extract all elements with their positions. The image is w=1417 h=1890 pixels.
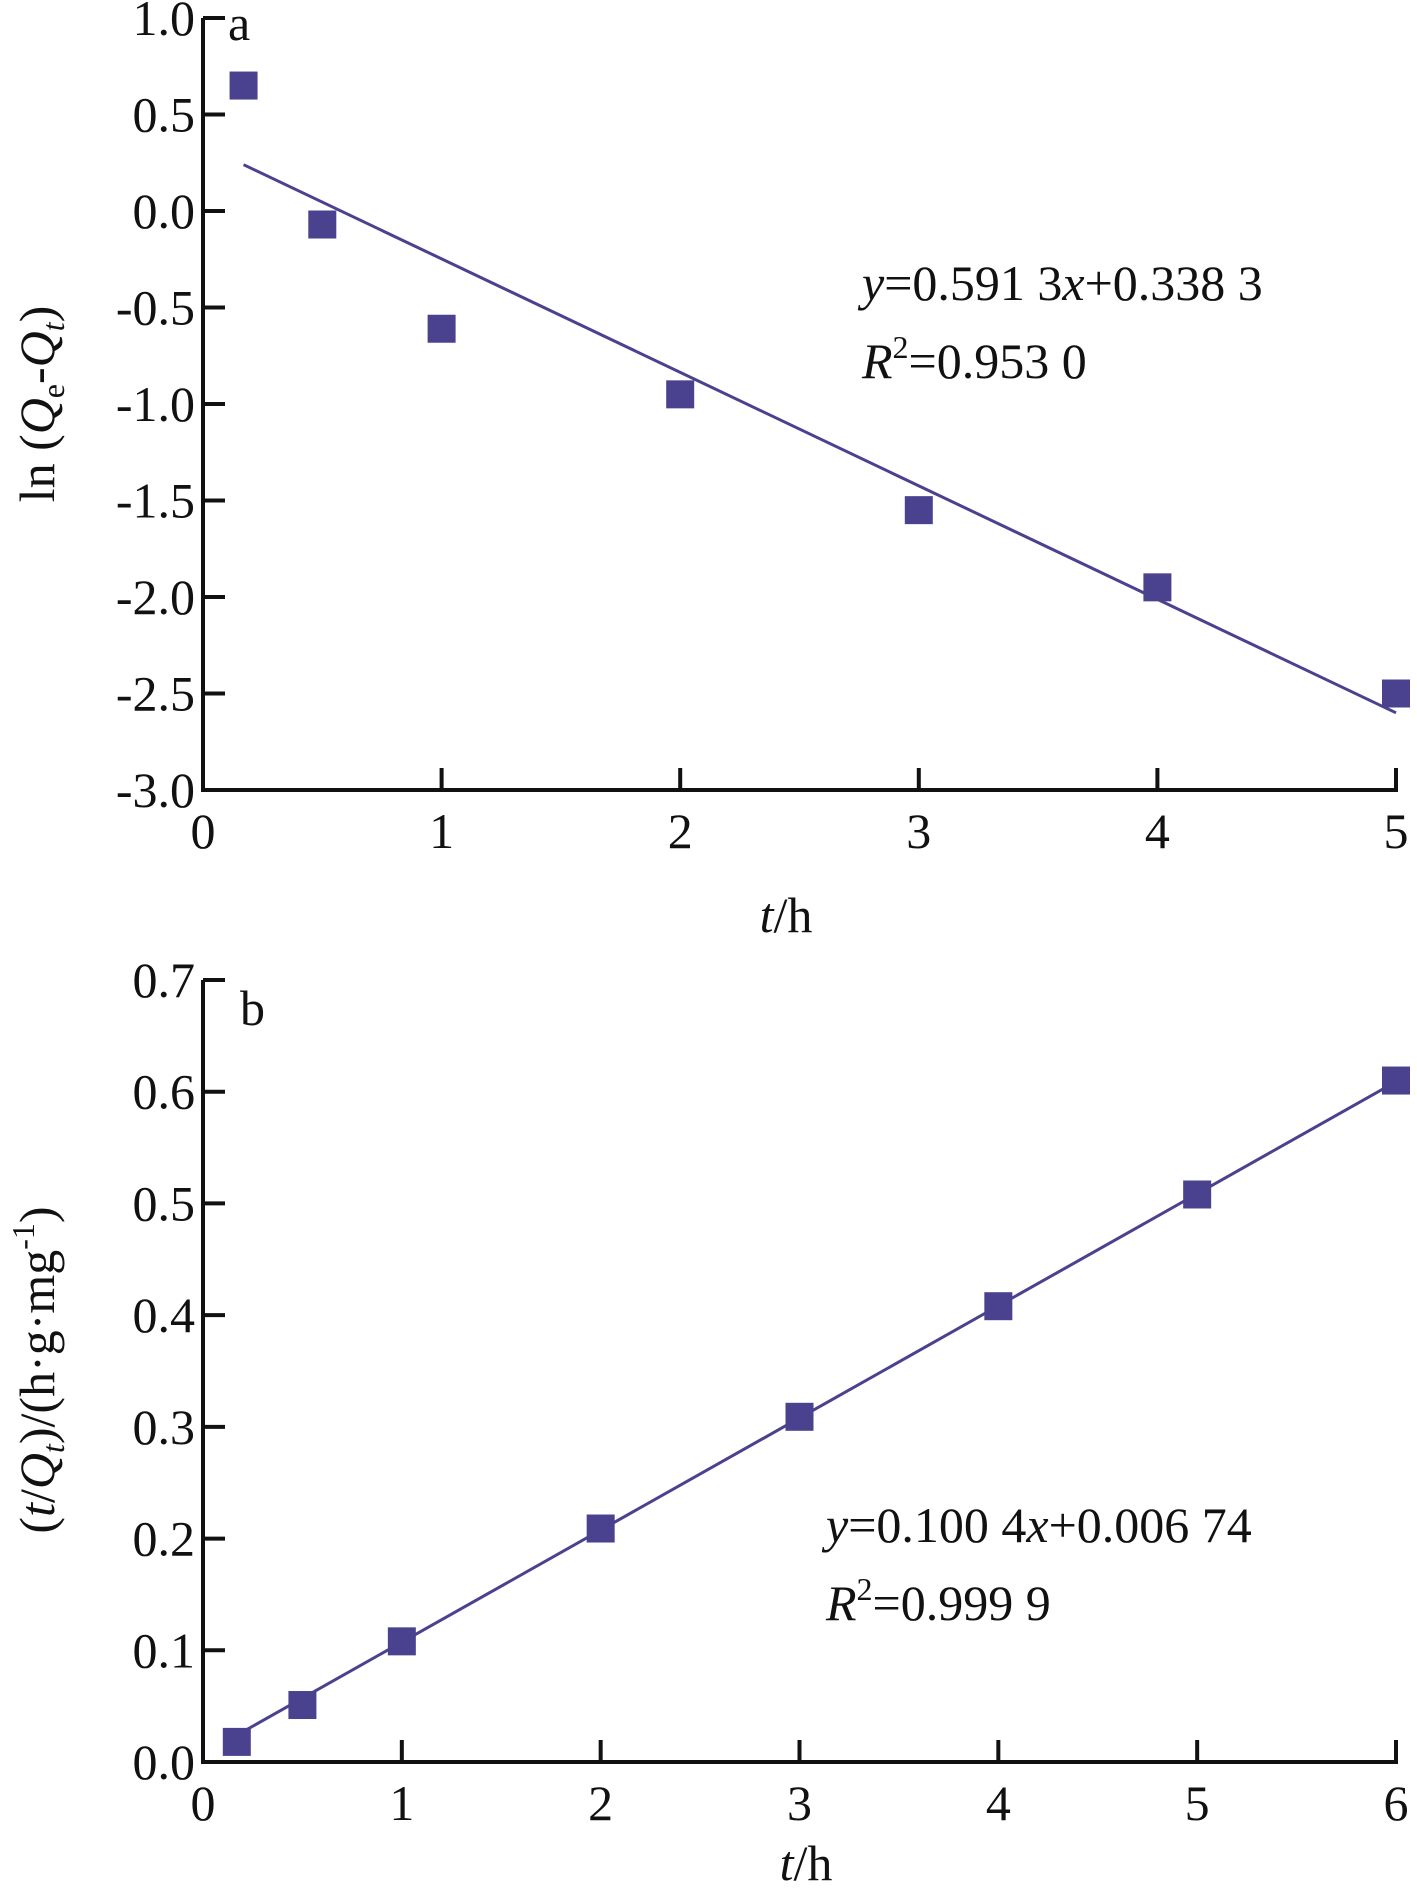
panel-b-y-q-sub: t (35, 1443, 71, 1453)
panel-a-x-axis-title: t/h (760, 887, 813, 943)
panel-a-data-point (904, 496, 933, 525)
panel-b-y-tick-label: 0.3 (133, 1399, 196, 1455)
panel-b-eq-y: y (821, 1497, 849, 1553)
panel-a-x-tick-label: 1 (429, 803, 454, 859)
panel-b-r-sup: 2 (857, 1571, 873, 1607)
panel-b-y-tick-label: 0.4 (133, 1287, 196, 1343)
panel-a-r-value: =0.953 0 (909, 333, 1087, 389)
panel-b-x-axis-title: t/h (780, 1835, 833, 1890)
panel-a-y-tick-label: 1.0 (133, 0, 196, 46)
panel-a-pseudo-first-order: 0 1 2 3 4 51.00.50.0-0.5-1.0-1.5-2.0-2.5-3.0 … (9, 0, 1410, 943)
panel-b-y-sup: -1 (5, 1223, 41, 1250)
panel-a-ticks: 0 1 2 3 4 5 1.0 0.5 0.0 -0.5 -1.0 -1.5 -2.0 -2.5 -3.0 (116, 0, 1409, 859)
panel-b-eq-x: x (1025, 1497, 1048, 1553)
panel-a-eq-const: +0.338 3 (1085, 255, 1263, 311)
panel-a-fit-line (242, 163, 1397, 715)
panel-a-eq-slope: =0.591 3 (884, 255, 1062, 311)
panel-a-y-tick-label: 0.5 (133, 87, 196, 143)
panel-b-y-tick-label: 0.5 (133, 1175, 196, 1231)
panel-a-y-tick-label: -1.5 (116, 473, 195, 529)
panel-b-y-open: ( (9, 1517, 65, 1534)
panel-b-y-q: Q (9, 1453, 65, 1489)
panel-a-eq-y: y (857, 255, 885, 311)
panel-a-y-tick-label: -1.0 (116, 376, 195, 432)
panel-a-fit-equation: y=0.591 3x+0.338 3 (857, 255, 1263, 311)
panel-b-y-slash: / (9, 1489, 65, 1503)
panel-b-y-tick-label: 0.6 (133, 1064, 196, 1120)
panel-a-data-point (666, 380, 695, 409)
panel-a-data-point (308, 210, 337, 239)
panel-a-data-point (229, 71, 258, 100)
panel-b-x-italic: t (780, 1835, 795, 1890)
panel-b-fit-equation: y=0.100 4x+0.006 74 (821, 1497, 1252, 1553)
panel-a-y-prefix: ln ( (9, 434, 65, 502)
panel-b-pseudo-second-order: 0 1 2 3 4 5 60.70.60.50.40.30.20.10.0 b t/h (t… (5, 952, 1410, 1890)
panel-a-r-squared: R2=0.953 0 (861, 329, 1087, 389)
panel-b-y-axis-title: (t/Qt)/(h·g·mg-1) (5, 1206, 71, 1533)
panel-a-y-tick-label: 0.0 (133, 183, 196, 239)
panel-a-data-series (229, 71, 1410, 708)
panel-a-y-suffix: ) (9, 306, 65, 323)
panel-b-y-mid: )/(h·g·mg (9, 1250, 65, 1444)
panel-b-x-tick-label: 4 (986, 1775, 1011, 1831)
panel-b-x-tick-label: 1 (389, 1775, 414, 1831)
panel-b-y-tick-label: 0.0 (133, 1734, 196, 1790)
panel-a-x-tick-label: 0 (191, 803, 216, 859)
panel-a-y-q2: Q (9, 331, 65, 367)
panel-b-ticks: 0 1 2 3 4 5 6 0.7 0.6 0.5 0.4 0.3 0.2 0.1 0.0 (133, 952, 1409, 1831)
panel-a-y-tick-label: -3.0 (116, 762, 195, 818)
panel-a-y-q2-sub: t (35, 321, 71, 331)
panel-a-x-tick-label: 4 (1145, 803, 1170, 859)
panel-b-y-close: ) (9, 1206, 65, 1223)
panel-a-x-tick-label: 3 (906, 803, 931, 859)
panel-b-y-tick-label: 0.1 (133, 1622, 196, 1678)
panel-a-data-point (427, 314, 456, 343)
panel-b-x-tick-label: 5 (1185, 1775, 1210, 1831)
panel-b-data-point (1382, 1066, 1410, 1095)
panel-a-axes (201, 18, 1398, 792)
panel-a-y-dash: - (9, 367, 65, 384)
panel-b-y-tick-label: 0.2 (133, 1511, 196, 1567)
panel-b-x-tick-label: 2 (588, 1775, 613, 1831)
panel-b-x-tick-label: 3 (787, 1775, 812, 1831)
panel-b-axes (201, 980, 1398, 1764)
panel-a-y-tick-label: -2.0 (116, 569, 195, 625)
panel-b-x-rest: /h (794, 1835, 833, 1890)
panel-b-r-value: =0.999 9 (873, 1575, 1051, 1631)
panel-a-y-q1: Q (9, 398, 65, 434)
panel-a-data-point (1143, 573, 1172, 602)
panel-a-r-sup: 2 (893, 329, 909, 365)
panel-b-y-t: t (9, 1502, 65, 1517)
panel-b-x-tick-label: 6 (1384, 1775, 1409, 1831)
panel-a-letter: a (228, 0, 250, 51)
panel-a-x-italic: t (760, 887, 775, 943)
panel-b-fit-line (236, 1080, 1397, 1737)
panel-a-eq-x: x (1061, 255, 1084, 311)
panel-a-fit-line-group (242, 163, 1397, 715)
panel-a-y-tick-label: -2.5 (116, 666, 195, 722)
panel-b-fit-line-group (236, 1080, 1397, 1737)
panel-a-x-rest: /h (774, 887, 813, 943)
panel-a-data-point (1382, 679, 1410, 708)
panel-a-y-axis-title: ln (Qe-Qt) (9, 306, 71, 503)
panel-b-x-tick-label: 0 (191, 1775, 216, 1831)
panel-a-y-q1-sub: e (35, 384, 71, 398)
panel-a-x-tick-label: 5 (1384, 803, 1409, 859)
panel-b-r-letter: R (825, 1575, 857, 1631)
panel-b-y-tick-label: 0.7 (133, 952, 196, 1008)
panel-b-eq-const: +0.006 74 (1049, 1497, 1252, 1553)
panel-b-eq-slope: =0.100 4 (848, 1497, 1026, 1553)
panel-b-r-squared: R2=0.999 9 (825, 1571, 1051, 1631)
panel-b-letter: b (240, 980, 265, 1036)
panel-a-x-tick-label: 2 (668, 803, 693, 859)
panel-a-y-tick-label: -0.5 (116, 280, 195, 336)
panel-b-data-series (222, 1066, 1410, 1756)
panel-b-data-point (222, 1727, 251, 1756)
panel-a-r-letter: R (861, 333, 893, 389)
